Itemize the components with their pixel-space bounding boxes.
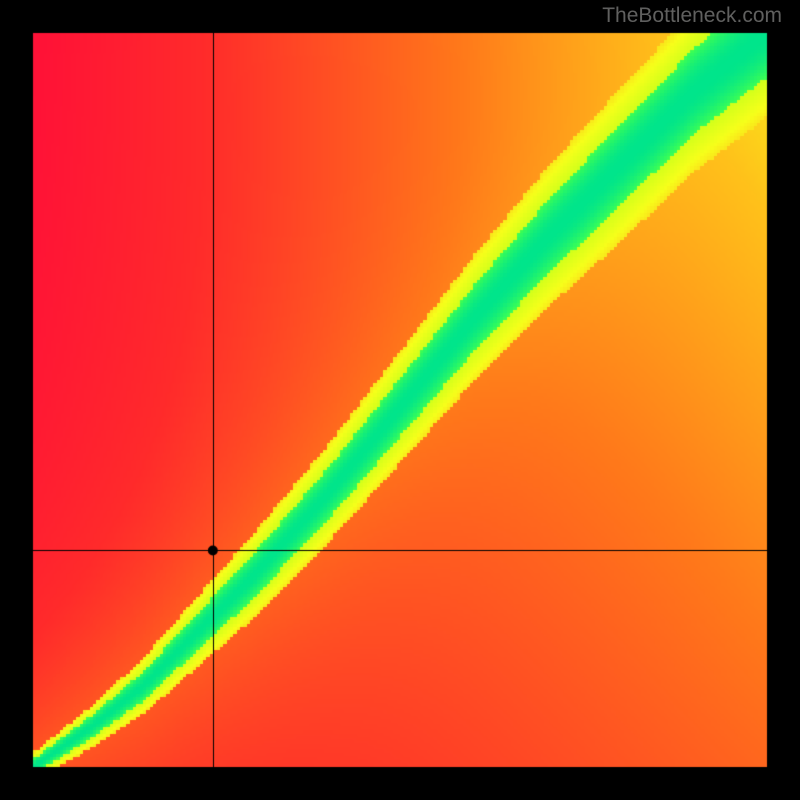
chart-container: TheBottleneck.com bbox=[0, 0, 800, 800]
heatmap-canvas bbox=[0, 0, 800, 800]
watermark-text: TheBottleneck.com bbox=[602, 4, 782, 28]
